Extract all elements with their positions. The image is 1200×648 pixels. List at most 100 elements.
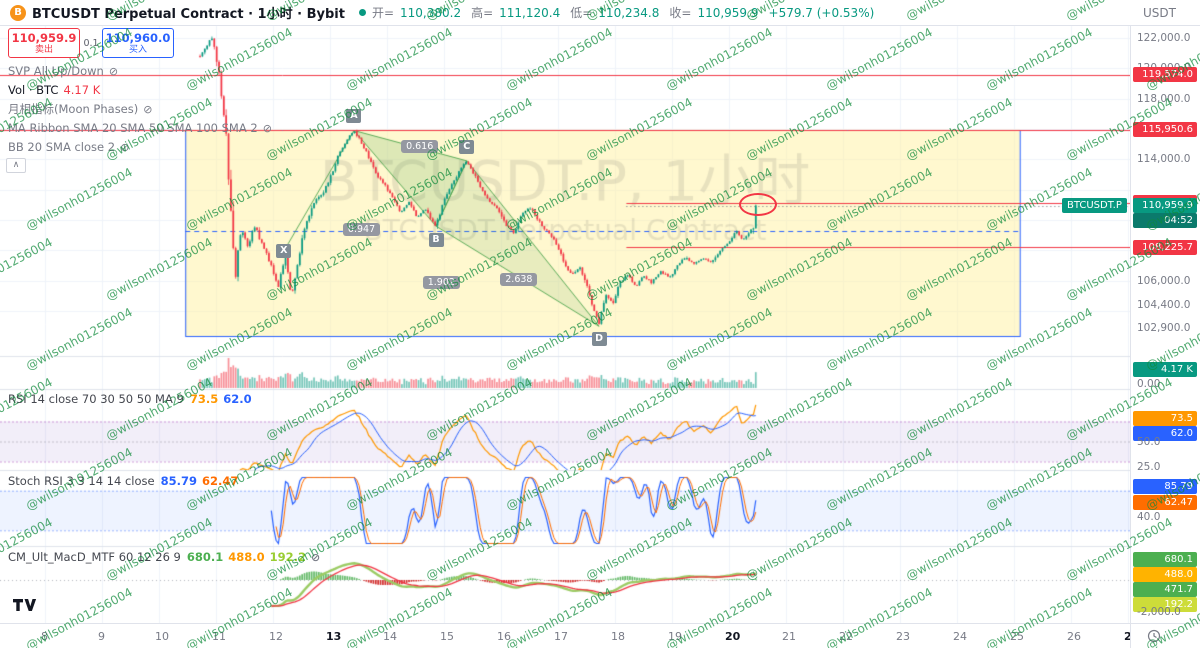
- buy-price: 110,960.0: [105, 30, 171, 45]
- quote-currency-label: USDT: [1143, 5, 1176, 20]
- visibility-off-icon[interactable]: ⊘: [143, 102, 153, 116]
- stoch-pane-legend[interactable]: Stoch RSI 3 3 14 14 close 85.79 62.47: [8, 474, 243, 488]
- symbol-price-tag: BTCUSDT.P: [1062, 198, 1127, 213]
- visibility-off-icon[interactable]: ⊘: [108, 64, 119, 78]
- time-axis-label: 10: [155, 630, 169, 643]
- pane-value: 62.47: [201, 474, 239, 488]
- stoch-scale-label: 40.0: [1137, 511, 1161, 524]
- legend-row-2[interactable]: 月相指标(Moon Phases) ⊘: [8, 100, 152, 118]
- rsi-scale-label: 25.0: [1137, 460, 1161, 473]
- rsi-badge: 62.0: [1133, 425, 1197, 441]
- time-axis-label: 18: [611, 630, 625, 643]
- last-price-badge: 110,959.9: [1133, 198, 1197, 213]
- price-axis-label: 114,000.0: [1137, 153, 1191, 166]
- symbol-title[interactable]: BTCUSDT Perpetual Contract · 1小时 · Bybit: [32, 7, 345, 22]
- buy-button[interactable]: 110,960.0 买入: [102, 28, 174, 58]
- time-axis-label: 16: [497, 630, 511, 643]
- price-axis[interactable]: 122,000.0120,000.0118,000.0114,000.0106,…: [1130, 0, 1200, 623]
- clock-icon[interactable]: [1147, 629, 1161, 643]
- time-axis-label: 15: [440, 630, 454, 643]
- pane-value: 680.1: [186, 550, 224, 564]
- macd-scale-label: -2,000.0: [1137, 606, 1181, 618]
- time-axis-label: 20: [725, 630, 741, 643]
- close-value: 110,959.9: [697, 5, 759, 20]
- rsi-title: RSI 14 close 70 30 50 50 MA 9: [8, 392, 184, 406]
- ratio-label[interactable]: 2.638: [500, 273, 538, 287]
- pane-value: 62.0: [223, 392, 252, 406]
- time-axis-label: 9: [98, 630, 105, 643]
- macd-values: 680.1 488.0 192.2 ⊘: [187, 550, 325, 564]
- macd-title: CM_Ult_MacD_MTF 60 12 26 9: [8, 550, 181, 564]
- pattern-point-C[interactable]: C: [459, 139, 475, 154]
- visibility-off-icon[interactable]: ⊘: [311, 551, 321, 564]
- tradingview-logo[interactable]: [12, 597, 42, 617]
- macd-badge: 488.0: [1133, 567, 1197, 582]
- legend-value: 4.17 K: [63, 83, 101, 97]
- highlight-ellipse[interactable]: [738, 192, 777, 216]
- price-level-badge: 119,574.0: [1133, 67, 1197, 83]
- high-value: 111,120.4: [499, 5, 561, 20]
- chart-header: B BTCUSDT Perpetual Contract · 1小时 · Byb…: [0, 0, 1200, 26]
- legend-row-4[interactable]: BB 20 SMA close 2 ⊘: [8, 138, 129, 156]
- price-axis-label: 106,000.0: [1137, 274, 1191, 287]
- rsi-scale-label: 50.0: [1137, 435, 1161, 448]
- pane-value: 488.0: [228, 550, 265, 564]
- macd-badge: 680.1: [1133, 552, 1197, 567]
- legend-row-0[interactable]: SVP All Up/Down ⊘: [8, 62, 118, 80]
- macd-pane-legend[interactable]: CM_Ult_MacD_MTF 60 12 26 9 680.1 488.0 192…: [8, 550, 325, 564]
- pattern-point-B[interactable]: B: [428, 233, 444, 248]
- pane-value: 85.79: [160, 474, 197, 488]
- time-axis-label: 17: [554, 630, 568, 643]
- visibility-off-icon[interactable]: ⊘: [262, 121, 272, 135]
- sell-button[interactable]: 110,959.9 卖出: [8, 28, 80, 58]
- rsi-badge: 73.5: [1133, 410, 1197, 426]
- market-status-dot: [358, 9, 366, 16]
- legend-label: Vol · BTC: [8, 83, 59, 97]
- high-label: 高=: [471, 6, 494, 20]
- pane-value: 73.5: [189, 392, 219, 406]
- symbol-icon[interactable]: B: [10, 4, 26, 21]
- macd-badge: 192.2: [1133, 597, 1197, 612]
- rsi-pane-legend[interactable]: RSI 14 close 70 30 50 50 MA 9 73.5 62.0: [8, 392, 257, 406]
- price-axis-label: 122,000.0: [1137, 31, 1191, 44]
- stoch-values: 85.79 62.47: [161, 474, 244, 488]
- legend-label: BB 20 SMA close 2: [8, 140, 116, 154]
- pattern-point-D[interactable]: D: [591, 332, 607, 347]
- time-axis-label: 24: [953, 630, 967, 643]
- time-axis-label: 14: [383, 630, 397, 643]
- visibility-off-icon[interactable]: ⊘: [120, 140, 130, 154]
- ratio-label[interactable]: 0.616: [401, 140, 439, 154]
- low-label: 低=: [570, 6, 593, 20]
- time-axis-label: 12: [269, 630, 283, 643]
- close-label: 收=: [669, 6, 692, 20]
- main-chart-canvas[interactable]: [0, 0, 1130, 623]
- price-axis-label: 102,900.0: [1137, 321, 1191, 334]
- ratio-label[interactable]: 0.947: [342, 222, 381, 236]
- pattern-point-A[interactable]: A: [346, 108, 362, 123]
- legend-label: MA Ribbon SMA 20 SMA 50 SMA 100 SMA 2: [8, 121, 258, 135]
- time-axis[interactable]: 89101112131415161718192021222324252627: [0, 623, 1139, 648]
- time-axis-label: 25: [1010, 630, 1024, 643]
- stoch-badge: 85.79: [1133, 479, 1197, 495]
- rsi-values: 73.5 62.0: [190, 392, 257, 406]
- legend-row-1[interactable]: Vol · BTC 4.17 K: [8, 81, 100, 99]
- time-axis-label: 8: [41, 630, 48, 643]
- pattern-point-X[interactable]: X: [276, 244, 292, 259]
- volume-badge: 4.17 K: [1133, 362, 1197, 377]
- legend-label: 月相指标(Moon Phases): [8, 102, 139, 116]
- time-axis-label: 13: [326, 630, 342, 643]
- time-axis-label: 21: [782, 630, 796, 643]
- change-value: +579.7 (+0.53%): [768, 5, 875, 20]
- price-level-badge: 108,225.7: [1133, 239, 1197, 255]
- time-axis-label: 11: [212, 630, 226, 643]
- open-value: 110,380.2: [400, 5, 462, 20]
- time-axis-label: 19: [668, 630, 682, 643]
- price-axis-label: 118,000.0: [1137, 92, 1191, 105]
- stoch-badge: 62.47: [1133, 494, 1197, 510]
- price-level-badge: 115,950.6: [1133, 122, 1197, 138]
- ratio-label[interactable]: 1.902: [422, 276, 460, 290]
- legend-collapse-button[interactable]: ∧: [6, 158, 26, 173]
- order-panel: 110,959.9 卖出 0.1 110,960.0 买入: [8, 28, 174, 58]
- legend-row-3[interactable]: MA Ribbon SMA 20 SMA 50 SMA 100 SMA 2 ⊘: [8, 119, 272, 137]
